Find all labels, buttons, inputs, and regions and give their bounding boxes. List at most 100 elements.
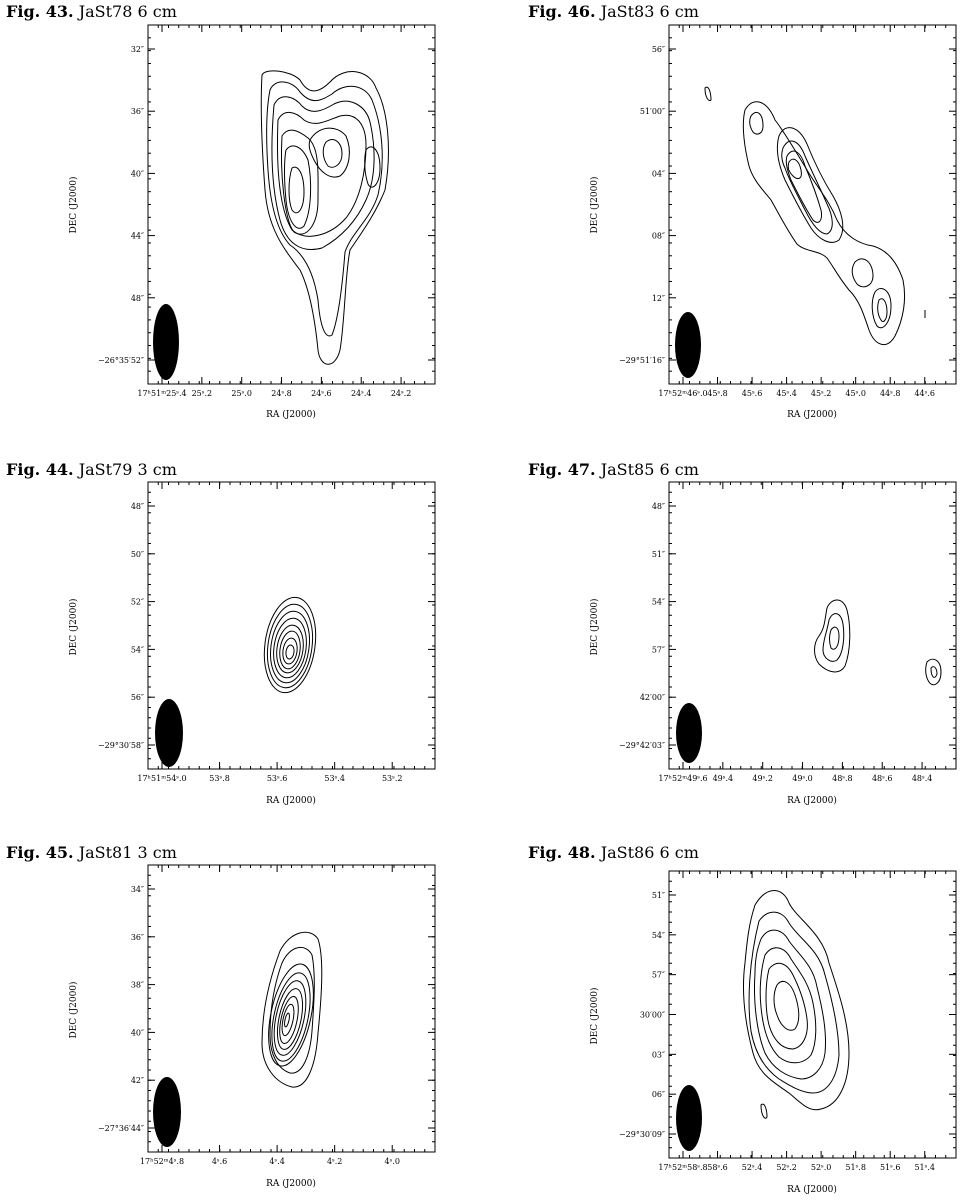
x-tick-label: 25ˢ.2 [192, 389, 213, 398]
fig43-contour-7 [288, 166, 305, 214]
x-tick-label: 17ʰ52ᵐ46ˢ.0 [658, 389, 707, 398]
fig44-contour-4 [273, 617, 307, 679]
figure-46-caption: Fig. 46. JaSt83 6 cm [528, 2, 699, 21]
x-tick-label: 24ˢ.8 [271, 389, 292, 398]
y-tick-label: 51″ [652, 891, 665, 900]
figure-47-ylabel: DEC (J2000) [589, 598, 600, 655]
figure-44-y-tick-labels: −29°30′58″ 56″ 54″ 52″ 50″ 48″ [98, 502, 144, 750]
x-tick-label: 45ˢ.4 [776, 389, 797, 398]
y-tick-label: −26°35′52″ [98, 356, 144, 365]
figure-45-ticks [148, 865, 435, 1152]
y-tick-label: 50″ [131, 550, 144, 559]
y-tick-label: 57″ [652, 971, 665, 980]
y-tick-label: 42″ [131, 1076, 144, 1085]
figure-46-beam [675, 312, 701, 378]
figure-43-title: JaSt78 6 cm [78, 2, 177, 21]
y-tick-label: −27°36′44″ [98, 1124, 144, 1133]
figure-47-frame [668, 481, 957, 770]
figure-43-caption: Fig. 43. JaSt78 6 cm [6, 2, 177, 21]
figure-46-plot: 17ʰ52ᵐ46ˢ.0 45ˢ.8 45ˢ.6 45ˢ.4 45ˢ.2 45ˢ.0 44ˢ.… [589, 24, 957, 420]
figure-46-label: Fig. 46. [528, 2, 596, 21]
fig44-contour-8 [285, 644, 295, 660]
figure-45-xlabel: RA (J2000) [266, 1178, 316, 1189]
x-tick-label: 52ˢ.4 [742, 1163, 763, 1172]
figure-47-x-tick-labels: 17ʰ52ᵐ49ˢ.6 49ˢ.4 49ˢ.2 49ˢ.0 48ˢ.8 48ˢ.6 48ˢ.… [658, 774, 932, 783]
y-tick-label: 38″ [131, 981, 144, 990]
fig46-contour-2 [776, 127, 844, 243]
x-tick-label: 24ˢ.6 [311, 389, 332, 398]
fig45-contour-2 [269, 947, 315, 1074]
figure-47-caption: Fig. 47. JaSt85 6 cm [528, 460, 699, 479]
fig45-contour-3 [268, 963, 314, 1067]
figure-45-beam [153, 1077, 181, 1147]
x-tick-label: 48ˢ.6 [872, 774, 893, 783]
figure-46-contours [704, 86, 926, 345]
y-tick-label: 03″ [652, 1050, 665, 1059]
fig43-contour-1 [260, 70, 389, 365]
y-tick-label: 48″ [131, 294, 144, 303]
figure-44-caption: Fig. 44. JaSt79 3 cm [6, 460, 177, 479]
figure-47: Fig. 47. JaSt85 6 cm 17ʰ52ᵐ49ˢ.6 49ˢ.4 49ˢ… [483, 460, 966, 820]
x-tick-label: 4ˢ.6 [212, 1157, 227, 1166]
fig45-contour-7 [279, 995, 299, 1045]
fig43-contour-6 [284, 145, 312, 229]
fig48-contour-3 [754, 929, 826, 1080]
figure-45-plot: 17ʰ52ᵐ4ˢ.8 4ˢ.6 4ˢ.4 4ˢ.2 4ˢ.0 −27°36′44″ 42″… [68, 864, 436, 1189]
figure-48-y-tick-labels: −29°30′09″ 06″ 03″ 30′00″ 57″ 54″ 51″ [619, 891, 665, 1139]
figure-48-caption: Fig. 48. JaSt86 6 cm [528, 843, 699, 862]
figure-47-xlabel: RA (J2000) [787, 795, 837, 806]
y-tick-label: 42′00″ [640, 693, 665, 702]
y-tick-label: 54″ [131, 645, 144, 654]
figure-48-ylabel: DEC (J2000) [589, 987, 600, 1044]
figure-43-label: Fig. 43. [6, 2, 74, 21]
fig44-contour-3 [270, 610, 310, 684]
x-tick-label: 4ˢ.2 [327, 1157, 342, 1166]
y-tick-label: 54″ [652, 598, 665, 607]
y-tick-label: 51″ [652, 550, 665, 559]
figure-46-frame [668, 24, 957, 385]
x-tick-label: 49ˢ.0 [792, 774, 813, 783]
y-tick-label: 40″ [131, 169, 144, 178]
figure-43-x-tick-labels: 17ʰ51ᵐ25ˢ.4 25ˢ.2 25ˢ.0 24ˢ.8 24ˢ.6 24ˢ.4 24ˢ.… [137, 389, 411, 398]
x-tick-label: 52ˢ.2 [776, 1163, 797, 1172]
fig46-contour-1 [742, 101, 906, 345]
figure-48-x-tick-labels: 17ʰ52ᵐ58ˢ.8 58ˢ.6 52ˢ.4 52ˢ.2 52ˢ.0 51ˢ.8 51ˢ.… [658, 1163, 935, 1172]
figure-47-label: Fig. 47. [528, 460, 596, 479]
x-tick-label: 51ˢ.8 [845, 1163, 866, 1172]
figure-44: Fig. 44. JaSt79 3 cm 17ʰ51ᵐ54ˢ.0 53ˢ.8 53ˢ… [0, 460, 483, 820]
figure-48-title: JaSt86 6 cm [600, 843, 699, 862]
y-tick-label: 30′00″ [640, 1011, 665, 1020]
fig46-contour-3 [781, 140, 833, 235]
figure-43-contours [260, 70, 389, 365]
fig45-contour-4 [271, 972, 311, 1062]
x-tick-label: 25ˢ.0 [231, 389, 252, 398]
x-tick-label: 45ˢ.8 [707, 389, 728, 398]
figure-43: Fig. 43. JaSt78 6 cm 17ʰ51ᵐ25ˢ.4 25ˢ.2 25ˢ… [0, 0, 483, 420]
fig47-contour-3 [829, 626, 840, 650]
y-tick-label: 36″ [131, 107, 144, 116]
x-tick-label: 17ʰ52ᵐ58ˢ.8 [658, 1163, 707, 1172]
fig43-contour-5 [281, 129, 319, 235]
x-tick-label: 44ˢ.6 [914, 389, 935, 398]
fig44-contour-1 [263, 596, 317, 694]
figure-46-ticks [669, 25, 956, 384]
figure-45-y-tick-labels: −27°36′44″ 42″ 40″ 38″ 36″ 34″ [98, 885, 144, 1133]
x-tick-label: 53ˢ.6 [267, 774, 288, 783]
y-tick-label: −29°30′09″ [619, 1130, 665, 1139]
x-tick-label: 48ˢ.4 [912, 774, 933, 783]
figure-46-ylabel: DEC (J2000) [589, 176, 600, 233]
fig48-contour-5 [765, 962, 808, 1050]
y-tick-label: 40″ [131, 1028, 144, 1037]
figure-48-plot: 17ʰ52ᵐ58ˢ.8 58ˢ.6 52ˢ.4 52ˢ.2 52ˢ.0 51ˢ.8 51ˢ.… [589, 870, 957, 1195]
fig43-contour-8 [308, 127, 350, 178]
fig45-contour-1 [261, 931, 323, 1088]
y-tick-label: 57″ [652, 645, 665, 654]
x-tick-label: 48ˢ.8 [832, 774, 853, 783]
figure-45-ylabel: DEC (J2000) [68, 981, 79, 1038]
figure-43-ticks [148, 25, 435, 384]
y-tick-label: 56″ [652, 45, 665, 54]
figure-47-y-tick-labels: −29°42′03″ 42′00″ 57″ 54″ 51″ 48″ [619, 502, 665, 750]
y-tick-label: 48″ [131, 502, 144, 511]
figure-45-title: JaSt81 3 cm [78, 843, 177, 862]
figure-45-caption: Fig. 45. JaSt81 3 cm [6, 843, 177, 862]
